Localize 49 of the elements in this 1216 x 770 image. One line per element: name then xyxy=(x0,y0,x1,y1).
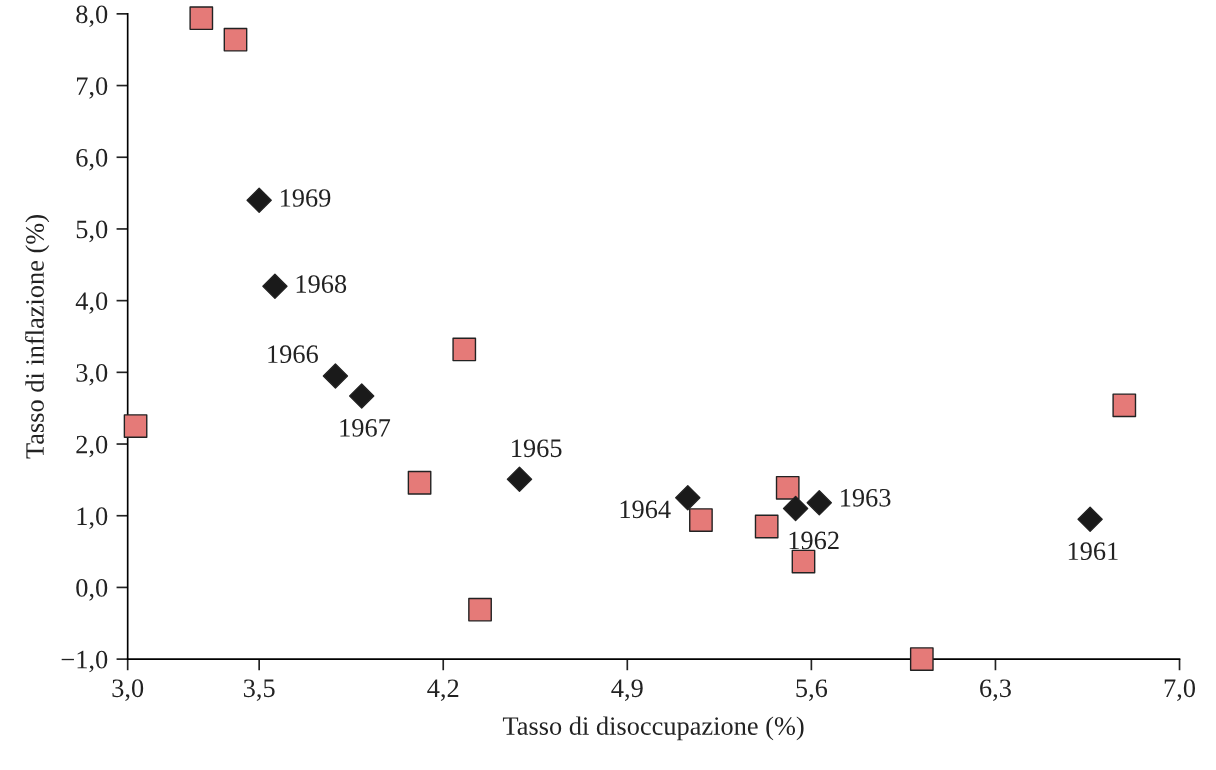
point xyxy=(782,495,809,522)
x-tick-label: 5,6 xyxy=(796,679,828,701)
y-tick-label: 3,0 xyxy=(76,363,108,386)
point xyxy=(348,383,375,409)
point xyxy=(806,490,832,516)
annotation: 1968 xyxy=(296,275,347,293)
y-tick-label: 7,0 xyxy=(76,77,108,99)
x-axis-title: Tasso di disoccupazione (%) xyxy=(502,716,804,741)
y-tick-label: 0,0 xyxy=(76,579,108,601)
point xyxy=(262,273,288,300)
x-tick-label: 3,5 xyxy=(243,679,275,701)
point xyxy=(791,549,816,574)
annotation: 1969 xyxy=(280,189,331,207)
y-tick-label: 1,0 xyxy=(77,507,108,529)
point xyxy=(689,508,713,532)
annotation: 1962 xyxy=(789,531,839,550)
y-tick-label: 2,0 xyxy=(76,435,108,458)
point xyxy=(322,363,349,389)
point xyxy=(909,647,934,672)
y-tick-label: −1,0 xyxy=(61,650,108,673)
point xyxy=(246,187,272,213)
point xyxy=(223,27,248,52)
point xyxy=(1112,393,1137,418)
point xyxy=(506,466,533,492)
point xyxy=(123,414,148,439)
y-tick-label: 4,0 xyxy=(75,292,108,314)
y-axis-title: Tasso di inflazione (%) xyxy=(25,215,50,459)
point xyxy=(452,337,477,362)
point xyxy=(468,597,492,622)
annotation: 1967 xyxy=(340,419,391,437)
annotation: 1964 xyxy=(620,500,671,519)
point xyxy=(1077,506,1103,533)
annotation: 1965 xyxy=(512,439,562,458)
point xyxy=(775,475,800,500)
x-tick-label: 4,9 xyxy=(611,679,643,701)
point xyxy=(754,514,779,539)
point xyxy=(675,485,701,511)
y-tick-label: 6,0 xyxy=(76,148,108,171)
annotation: 1966 xyxy=(268,345,318,364)
y-tick-label: 8,0 xyxy=(76,5,108,28)
point xyxy=(407,470,432,495)
x-tick-label: 6,3 xyxy=(980,679,1011,701)
x-tick-label: 4,2 xyxy=(427,679,459,701)
annotation: 1963 xyxy=(841,488,891,507)
point xyxy=(189,6,214,31)
x-tick-label: 3,0 xyxy=(112,679,144,701)
x-tick-label: 7,0 xyxy=(1164,679,1196,701)
y-tick-label: 5,0 xyxy=(76,220,108,243)
annotation: 1961 xyxy=(1068,542,1118,561)
